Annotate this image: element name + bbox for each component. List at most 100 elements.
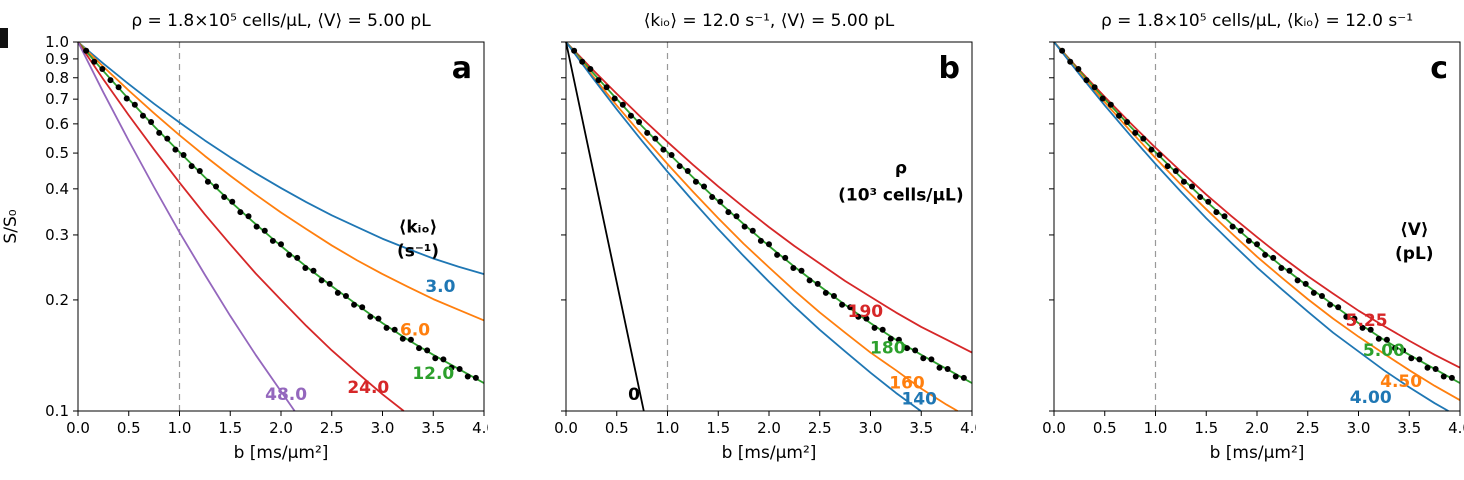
data-point — [359, 304, 366, 311]
data-point — [806, 277, 813, 284]
data-point — [871, 324, 878, 331]
curve-label: ρ — [895, 159, 907, 179]
data-point — [660, 146, 667, 153]
y-axis-ticks — [1049, 41, 1054, 412]
data-point — [1172, 168, 1179, 175]
curve-label: (10³ cells/μL) — [838, 186, 964, 206]
data-point — [269, 237, 276, 244]
data-point — [1156, 152, 1163, 159]
curve-48.0 — [77, 41, 296, 412]
curve-24.0 — [77, 41, 405, 412]
data-points — [1059, 47, 1455, 381]
curve-label: ⟨V⟩ — [1400, 220, 1429, 240]
data-point — [318, 277, 325, 284]
curve-label: ⟨kᵢₒ⟩ — [399, 217, 438, 237]
data-point — [1392, 345, 1399, 352]
curve-0 — [565, 41, 645, 412]
data-point — [172, 146, 179, 153]
data-point — [407, 336, 414, 343]
data-point — [472, 374, 479, 381]
data-point — [798, 267, 805, 274]
x-axis-label: b [ms/μm²] — [234, 443, 329, 463]
panel-a: ρ = 1.8×10⁵ cells/μL, ⟨V⟩ = 5.00 pL ⟨kᵢₒ⟩… — [0, 0, 488, 480]
x-tick-label: 1.5 — [218, 419, 242, 437]
curve-label: 140 — [901, 390, 937, 410]
data-point — [1107, 101, 1114, 108]
panel-c: ρ = 1.8×10⁵ cells/μL, ⟨kᵢₒ⟩ = 12.0 s⁻¹ ⟨V… — [976, 0, 1464, 480]
y-tick-label: 0.6 — [45, 115, 69, 133]
data-point — [424, 347, 431, 354]
curve-label: 190 — [848, 302, 884, 322]
y-axis-ticks — [561, 41, 566, 412]
data-point — [1132, 129, 1139, 136]
data-point — [1197, 194, 1204, 201]
x-tick-label: 3.5 — [421, 419, 445, 437]
data-point — [123, 95, 130, 102]
x-tick-label: 3.0 — [371, 419, 395, 437]
data-point — [733, 213, 740, 220]
y-tick-label: 0.2 — [45, 291, 69, 309]
data-point — [99, 65, 106, 72]
data-point — [1383, 336, 1390, 343]
y-tick-label: 0.8 — [45, 69, 69, 87]
data-point — [1124, 119, 1131, 125]
data-point — [156, 129, 163, 136]
data-point — [221, 194, 228, 201]
data-point — [196, 168, 203, 175]
y-tick-label: 0.4 — [45, 180, 69, 198]
y-tick-label: 1.0 — [45, 33, 69, 51]
data-point — [1237, 227, 1244, 234]
data-point — [367, 313, 374, 320]
curve-190 — [565, 41, 973, 354]
data-point — [351, 301, 358, 308]
data-point — [830, 292, 837, 299]
panel-title: ρ = 1.8×10⁵ cells/μL, ⟨V⟩ = 5.00 pL — [131, 11, 431, 31]
data-point — [1335, 304, 1342, 311]
data-point — [668, 152, 675, 159]
curve-5.00 — [1053, 41, 1461, 384]
curve-3.0 — [77, 41, 485, 275]
data-point — [879, 326, 886, 333]
data-point — [579, 58, 586, 65]
data-point — [456, 365, 463, 372]
data-point — [326, 280, 333, 287]
data-point — [1408, 355, 1415, 362]
x-tick-label: 3.5 — [909, 419, 933, 437]
data-point — [1180, 178, 1187, 185]
data-point — [774, 251, 781, 258]
curve-label: 5.00 — [1363, 341, 1405, 361]
data-point — [887, 335, 894, 342]
data-point — [595, 77, 602, 84]
data-point — [1448, 374, 1455, 381]
curve-label: 24.0 — [347, 378, 389, 398]
x-axis-ticks: 0.0 0.5 1.0 1.5 2.0 2.5 3.0 3.5 4.0 — [554, 411, 976, 437]
panel-b: ⟨kᵢₒ⟩ = 12.0 s⁻¹, ⟨V⟩ = 5.00 pL ρ (10³ cel… — [488, 0, 976, 480]
data-point — [1099, 95, 1106, 102]
data-point — [115, 84, 122, 91]
data-point — [1140, 135, 1147, 142]
data-point — [741, 223, 748, 230]
data-point — [83, 47, 90, 54]
x-tick-label: 2.5 — [320, 419, 344, 437]
data-point — [928, 356, 935, 363]
curve-label: 4.50 — [1380, 372, 1422, 392]
x-tick-label: 1.0 — [168, 419, 192, 437]
data-point — [839, 301, 846, 308]
data-point — [229, 198, 236, 205]
data-point — [684, 168, 691, 175]
data-point — [1400, 347, 1407, 354]
data-point — [1270, 254, 1277, 261]
data-point — [847, 304, 854, 311]
data-point — [1278, 265, 1285, 272]
data-point — [611, 95, 618, 102]
data-point — [1115, 112, 1122, 119]
y-tick-label: 0.1 — [45, 402, 69, 420]
data-point — [1083, 77, 1090, 84]
y-tick-label: 0.9 — [45, 50, 69, 68]
curve-label: (s⁻¹) — [397, 242, 439, 262]
x-tick-label: 1.0 — [656, 419, 680, 437]
curve-140 — [565, 41, 922, 412]
x-tick-label: 1.5 — [706, 419, 730, 437]
data-point — [822, 289, 829, 296]
panel-a-chart: ρ = 1.8×10⁵ cells/μL, ⟨V⟩ = 5.00 pL ⟨kᵢₒ⟩… — [1, 11, 488, 463]
